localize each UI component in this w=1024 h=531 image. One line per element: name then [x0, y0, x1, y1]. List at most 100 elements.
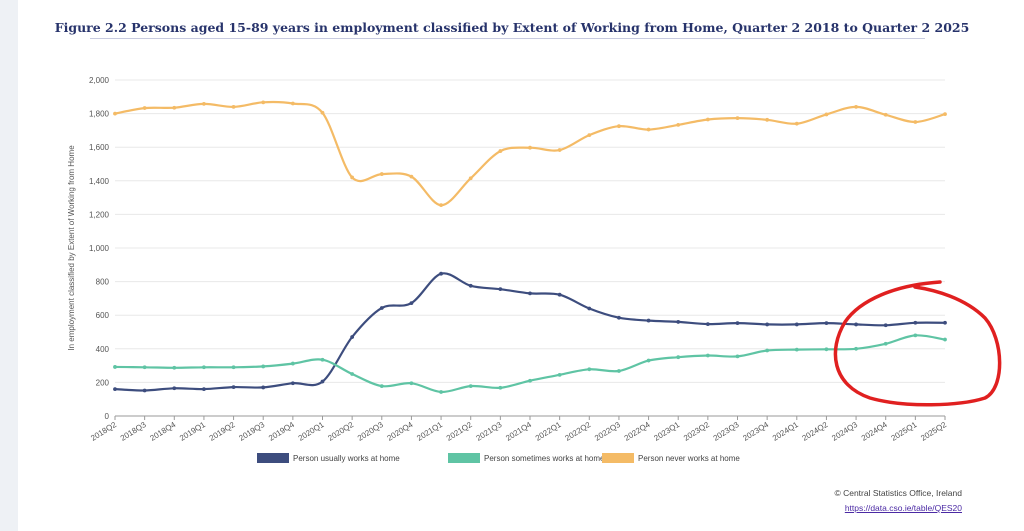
data-point [231, 104, 236, 109]
x-tick-label: 2018Q2 [89, 420, 118, 443]
y-tick-label: 2,000 [89, 76, 110, 85]
data-point [943, 320, 947, 325]
source-link[interactable]: https://data.cso.ie/table/QES20 [844, 503, 962, 513]
data-point [350, 335, 355, 339]
y-tick-label: 0 [105, 412, 110, 421]
x-tick-label: 2023Q2 [682, 420, 711, 443]
x-tick-label: 2019Q1 [178, 420, 207, 443]
y-tick-label: 1,600 [89, 143, 110, 152]
data-point [883, 323, 888, 328]
data-point [794, 121, 799, 126]
data-point [290, 361, 295, 366]
x-tick-label: 2018Q4 [148, 420, 177, 443]
x-tick-label: 2024Q4 [860, 420, 889, 443]
x-tick-label: 2022Q1 [534, 420, 563, 443]
data-point [557, 292, 562, 297]
x-tick-label: 2024Q1 [771, 420, 800, 443]
data-point [587, 367, 592, 372]
series-2 [113, 100, 947, 208]
data-point [824, 112, 829, 117]
data-point [676, 355, 681, 360]
data-point [350, 372, 355, 376]
data-point [320, 379, 325, 384]
data-point [765, 348, 770, 353]
data-point [261, 364, 266, 369]
data-point [765, 117, 770, 122]
data-point [676, 122, 681, 127]
data-point [142, 106, 147, 110]
data-point [290, 381, 295, 386]
page-title: Figure 2.2 Persons aged 15-89 years in e… [54, 20, 970, 35]
data-point [943, 337, 947, 342]
data-point [528, 291, 532, 296]
data-point [824, 347, 829, 352]
data-point [854, 322, 858, 327]
y-axis-label: In employment classified by Extent of Wo… [67, 145, 76, 351]
data-point [320, 357, 325, 362]
x-tick-label: 2021Q4 [504, 420, 533, 443]
data-point [498, 385, 503, 390]
data-point [735, 321, 740, 325]
y-tick-label: 200 [96, 378, 110, 387]
x-tick-label: 2023Q1 [652, 420, 681, 443]
y-tick-label: 1,200 [89, 210, 110, 219]
x-axis: 2018Q2 2018Q3 2018Q4 2019Q1 2019Q2 2019Q3 2019… [89, 416, 949, 443]
data-point [379, 172, 384, 176]
legend-swatch [448, 453, 480, 463]
data-point [202, 387, 206, 392]
x-tick-label: 2022Q4 [623, 420, 652, 443]
data-point [231, 385, 236, 390]
data-point [735, 354, 740, 359]
legend-item-1[interactable]: Person sometimes works at home [448, 453, 605, 463]
legend-label: Person sometimes works at home [484, 454, 605, 463]
series-group [113, 100, 947, 394]
data-point [617, 315, 621, 320]
legend-label: Person never works at home [638, 454, 740, 463]
data-point [587, 306, 592, 311]
data-point [439, 271, 443, 276]
data-point [468, 283, 473, 288]
data-point [261, 385, 266, 390]
legend[interactable]: Person usually works at home Person somet… [257, 453, 740, 463]
legend-item-2[interactable]: Person never works at home [602, 453, 740, 463]
series-line [114, 334, 946, 394]
data-point [943, 112, 947, 117]
data-point [379, 384, 384, 388]
x-tick-label: 2018Q3 [119, 420, 148, 443]
data-point [202, 365, 206, 370]
data-point [202, 101, 206, 106]
data-point [439, 390, 443, 394]
data-point [913, 333, 918, 338]
data-point [705, 322, 710, 327]
legend-label: Person usually works at home [293, 454, 400, 463]
x-tick-label: 2021Q2 [445, 420, 474, 443]
x-tick-label: 2024Q2 [801, 420, 830, 443]
data-point [646, 358, 651, 363]
data-point [261, 100, 266, 105]
data-point [231, 365, 236, 370]
data-point [765, 322, 770, 327]
data-point [824, 321, 829, 325]
x-tick-label: 2019Q4 [267, 420, 296, 443]
x-tick-label: 2019Q3 [237, 420, 266, 443]
left-margin-strip [0, 0, 18, 531]
x-tick-label: 2021Q1 [415, 420, 444, 443]
legend-item-0[interactable]: Person usually works at home [257, 453, 400, 463]
data-point [528, 378, 532, 383]
data-point [172, 105, 177, 110]
data-point [854, 104, 858, 109]
x-tick-label: 2020Q1 [297, 420, 326, 443]
data-point [646, 127, 651, 132]
data-point [409, 301, 414, 306]
series-1 [113, 333, 947, 394]
y-tick-label: 800 [96, 278, 110, 287]
data-point [290, 101, 295, 106]
data-point [705, 353, 710, 358]
data-point [528, 145, 532, 150]
x-tick-label: 2023Q4 [741, 420, 770, 443]
data-point [498, 287, 503, 292]
x-tick-label: 2025Q1 [890, 420, 919, 443]
data-point [557, 372, 562, 377]
data-point [557, 148, 562, 152]
